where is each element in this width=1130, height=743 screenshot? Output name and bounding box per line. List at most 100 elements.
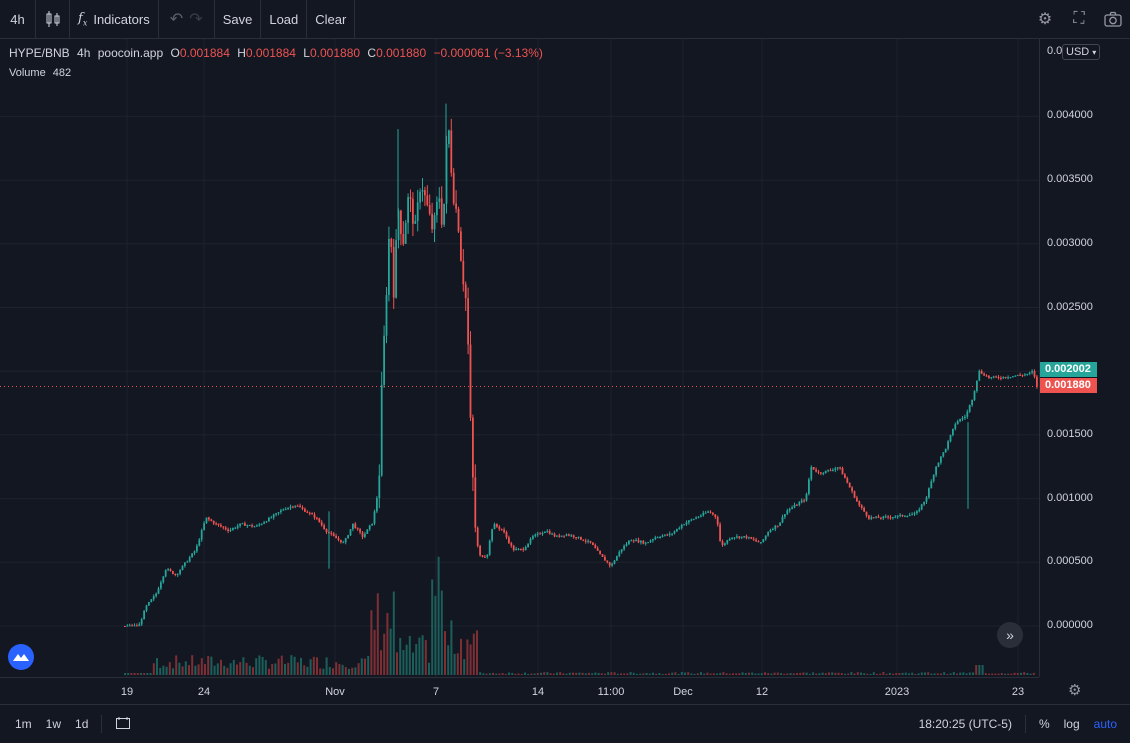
time-label: 7 <box>432 686 440 698</box>
candle-body <box>347 535 349 539</box>
close-price-label: 0.001880 <box>1040 378 1097 393</box>
candle-body <box>904 516 906 518</box>
candle-body <box>169 569 172 571</box>
volume-bar <box>610 672 613 675</box>
redo-icon[interactable]: ↷ <box>189 11 203 28</box>
volume-bar <box>1023 672 1026 675</box>
axis-settings-icon[interactable]: ⚙ <box>1068 682 1082 699</box>
candle-body <box>145 605 148 611</box>
volume-bar <box>664 673 667 675</box>
load-button[interactable]: Load <box>261 0 308 38</box>
volume-bar <box>997 673 1000 675</box>
log-toggle[interactable]: log <box>1063 717 1080 731</box>
undo-icon[interactable]: ↶ <box>169 11 184 28</box>
candle-body <box>978 370 981 381</box>
time-axis[interactable]: 19 24 Nov 7 14 11:00 Dec 12 2023 23 <box>0 677 1039 705</box>
scroll-to-realtime-button[interactable]: » <box>997 622 1023 648</box>
price-scale[interactable]: 0.0 0.004000 0.003500 0.003000 0.002500 0.00… <box>1039 39 1130 677</box>
volume-bar <box>364 658 366 675</box>
price-chart[interactable] <box>0 39 1039 677</box>
auto-toggle[interactable]: auto <box>1093 717 1117 731</box>
candle-body <box>553 533 556 537</box>
tradingview-logo[interactable] <box>8 644 34 670</box>
close-label: C <box>367 46 377 60</box>
volume-bar <box>815 673 818 675</box>
volume-bar <box>524 672 526 675</box>
volume-bar <box>562 673 565 675</box>
volume-bar <box>370 610 373 675</box>
chart-type-button[interactable] <box>36 0 70 38</box>
range-1w[interactable]: 1w <box>45 717 62 731</box>
candle-body <box>899 514 901 516</box>
volume-bar <box>216 663 219 675</box>
candle-body <box>1016 374 1019 376</box>
candle-body <box>272 514 275 518</box>
candle-body <box>251 524 253 527</box>
candle-body <box>820 472 822 474</box>
volume-bar <box>581 672 584 675</box>
candle-body <box>673 531 676 534</box>
settings-icon[interactable]: ⚙ <box>1037 11 1053 28</box>
fullscreen-icon[interactable]: ⛶ <box>1073 10 1085 27</box>
candle-body <box>798 502 801 506</box>
volume-bar <box>600 673 603 675</box>
load-label: Load <box>269 11 299 27</box>
candle-body <box>580 536 582 540</box>
candle-body <box>311 513 313 515</box>
candle-body <box>731 537 733 539</box>
candle-body <box>515 548 517 551</box>
candle-body <box>488 540 491 555</box>
save-button[interactable]: Save <box>215 0 262 38</box>
double-chevron-right-icon: » <box>1006 627 1014 643</box>
last-price-label: 0.002002 <box>1040 362 1097 377</box>
candle-body <box>416 202 419 222</box>
candle-body <box>868 515 870 519</box>
volume-bar <box>799 672 802 675</box>
candle-body <box>313 514 316 518</box>
candle-body <box>796 504 798 506</box>
candle-body <box>395 240 397 298</box>
interval-button[interactable]: 4h <box>0 0 36 38</box>
volume-bar <box>821 672 824 675</box>
candle-body <box>260 523 263 525</box>
percent-toggle[interactable]: % <box>1038 717 1050 731</box>
candle-body <box>995 376 997 378</box>
volume-label[interactable]: Volume <box>9 67 46 79</box>
camera-icon[interactable] <box>1096 0 1130 38</box>
volume-bar <box>856 672 859 675</box>
candle-body <box>901 514 904 517</box>
volume-bar <box>309 659 312 675</box>
candle-body <box>575 537 577 539</box>
indicators-button[interactable]: fx Indicators <box>70 0 159 38</box>
candle-body <box>332 533 335 536</box>
candle-body <box>354 523 357 529</box>
volume-bar <box>840 673 843 675</box>
candle-body <box>971 399 973 405</box>
volume-bar <box>552 673 555 675</box>
candle-body <box>992 376 995 378</box>
candle-body <box>623 545 625 550</box>
candle-body <box>421 190 424 192</box>
symbol-label[interactable]: HYPE/BNB <box>9 46 70 60</box>
range-1m[interactable]: 1m <box>15 717 32 731</box>
range-1d[interactable]: 1d <box>75 717 89 731</box>
currency-select[interactable]: USD ▾ <box>1062 44 1101 60</box>
candle-body <box>234 527 237 529</box>
candle-body <box>577 536 580 538</box>
candle-body <box>630 540 633 542</box>
volume-bar <box>879 673 882 675</box>
candle-body <box>988 375 990 378</box>
candle-body <box>906 515 909 517</box>
volume-bar <box>876 673 878 675</box>
candle-body <box>460 231 462 261</box>
candle-body <box>1021 375 1024 377</box>
candle-body <box>217 523 220 525</box>
clear-button[interactable]: Clear <box>307 0 356 38</box>
candle-body <box>721 541 724 545</box>
candle-body <box>412 198 414 224</box>
volume-bar <box>773 672 776 675</box>
candle-body <box>594 545 597 549</box>
goto-date-icon[interactable] <box>108 716 138 733</box>
candle-body <box>426 195 429 206</box>
candle-body <box>719 524 721 542</box>
